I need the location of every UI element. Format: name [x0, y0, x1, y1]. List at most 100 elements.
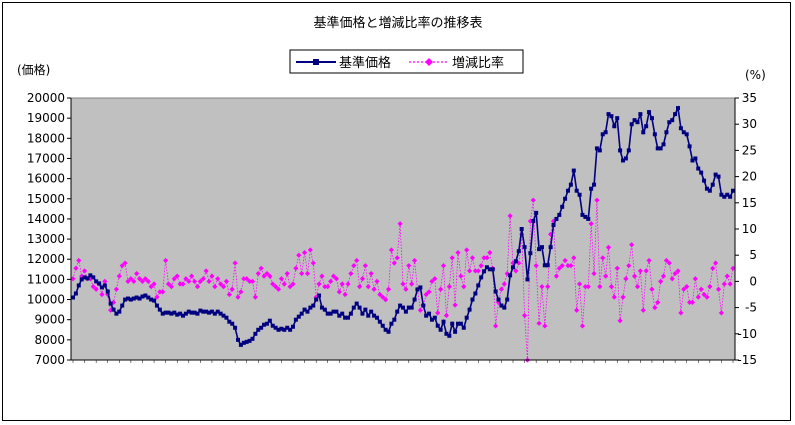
price-point — [670, 118, 675, 123]
ratio-point — [333, 276, 340, 282]
ratio-point — [81, 268, 88, 274]
price-point — [395, 309, 400, 314]
y-tick-label: 19000 — [27, 111, 65, 125]
price-point — [435, 323, 440, 328]
ratio-point — [429, 278, 435, 284]
price-point — [137, 296, 142, 301]
ratio-point — [475, 268, 481, 274]
legend-label-ratio: 増減比率 — [452, 55, 504, 71]
price-point — [722, 194, 727, 199]
price-point — [296, 314, 301, 319]
ratio-point — [406, 263, 412, 269]
ratio-point — [154, 294, 160, 300]
ratio-point — [478, 263, 484, 269]
legend-box — [289, 49, 524, 74]
price-point — [221, 313, 226, 318]
ratio-point — [663, 257, 670, 264]
price-point — [285, 325, 290, 330]
ratio-point — [614, 265, 620, 271]
y-tick-label: 20000 — [27, 91, 65, 105]
ratio-point — [484, 255, 490, 261]
price-point — [152, 298, 157, 303]
price-point — [438, 327, 443, 332]
price-point — [279, 326, 284, 331]
ratio-point — [290, 281, 296, 287]
ratio-point — [284, 270, 290, 277]
price-point — [502, 305, 507, 310]
price-point — [467, 307, 472, 312]
price-point — [635, 120, 640, 125]
price-point — [696, 166, 701, 171]
ratio-point — [553, 273, 560, 279]
price-point — [389, 321, 394, 326]
price-point — [626, 148, 631, 153]
ratio-point — [455, 249, 461, 256]
y2-tick-label: 5 — [749, 248, 757, 262]
ratio-point — [113, 286, 120, 292]
ratio-point — [354, 257, 360, 264]
ratio-point — [516, 260, 522, 266]
y-axis-ticks: 7000 8000 9000 10000 11000 12000 13000 14000 150… — [27, 91, 71, 367]
price-point — [516, 249, 521, 254]
price-point — [209, 309, 214, 314]
price-point — [259, 325, 264, 330]
ratio-point — [440, 263, 447, 269]
price-point — [233, 325, 238, 330]
price-point — [111, 307, 116, 312]
price-point — [704, 186, 709, 191]
ratio-point — [571, 255, 577, 261]
price-point — [441, 319, 446, 324]
price-point — [308, 305, 313, 310]
ratio-point — [649, 286, 655, 292]
ratio-point — [194, 284, 201, 290]
ratio-point — [435, 310, 441, 316]
ratio-point — [374, 278, 380, 284]
price-point — [612, 124, 617, 129]
ratio-point — [255, 270, 261, 277]
price-point — [699, 170, 704, 175]
ratio-point — [715, 286, 722, 292]
price-point — [551, 222, 556, 227]
y-tick-label: 14000 — [27, 212, 65, 226]
price-point — [676, 106, 680, 111]
ratio-point — [128, 276, 134, 282]
price-point — [539, 245, 544, 250]
y2-tick-label: -10 — [737, 327, 757, 341]
legend-marker-ratio — [425, 58, 433, 66]
price-point — [192, 310, 197, 315]
ratio-point — [605, 244, 612, 250]
ratio-point — [359, 276, 366, 282]
y-tick-label: 18000 — [27, 131, 65, 145]
price-point — [577, 192, 582, 197]
y-tick-label: 12000 — [27, 252, 65, 266]
price-point — [377, 319, 382, 324]
ratio-point — [507, 213, 513, 219]
price-point — [493, 289, 498, 294]
price-point — [470, 297, 475, 302]
ratio-point — [513, 268, 519, 274]
price-point — [623, 156, 628, 161]
price-point — [238, 342, 243, 347]
ratio-point — [409, 281, 415, 287]
price-point — [91, 275, 96, 280]
price-point — [82, 275, 87, 280]
ratio-point — [449, 255, 455, 261]
ratio-point — [631, 273, 638, 279]
ratio-point — [342, 291, 348, 298]
ratio-point — [220, 284, 227, 290]
price-point — [525, 277, 530, 282]
price-point — [186, 309, 191, 314]
price-point — [412, 297, 417, 302]
ratio-point — [200, 276, 206, 282]
price-point — [479, 275, 484, 280]
price-point — [207, 310, 212, 315]
ratio-point — [724, 273, 730, 279]
price-point — [97, 281, 102, 286]
price-point — [725, 192, 730, 197]
ratio-point — [157, 289, 163, 295]
ratio-point — [246, 278, 253, 284]
price-point — [560, 204, 565, 209]
price-point — [731, 188, 735, 193]
price-point — [444, 331, 449, 336]
price-point — [247, 338, 252, 343]
